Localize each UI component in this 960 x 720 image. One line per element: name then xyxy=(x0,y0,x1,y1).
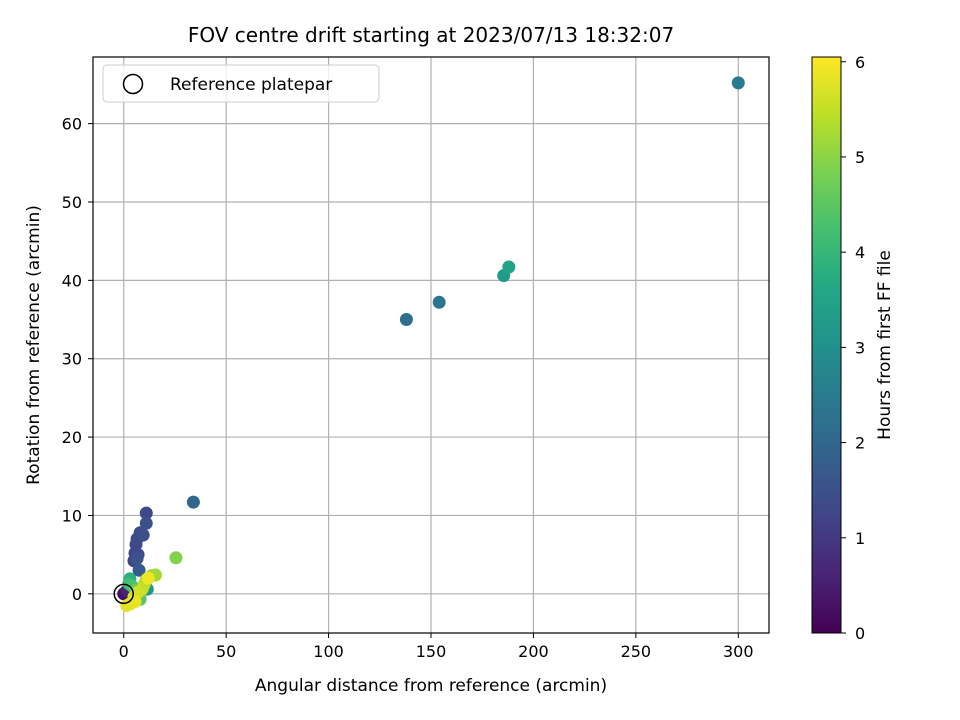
colorbar-tick-label: 1 xyxy=(855,529,865,548)
scatter-point xyxy=(128,595,142,609)
scatter-point xyxy=(186,495,200,509)
y-tick-label: 0 xyxy=(72,585,82,604)
colorbar-tick-label: 5 xyxy=(855,148,865,167)
x-tick-label: 250 xyxy=(621,642,652,661)
x-axis-label: Angular distance from reference (arcmin) xyxy=(255,676,607,696)
colorbar-tick-label: 0 xyxy=(855,624,865,643)
y-tick-label: 40 xyxy=(62,271,82,290)
colorbar-tick-label: 3 xyxy=(855,338,865,357)
scatter-point xyxy=(432,295,446,309)
colorbar-tick-label: 2 xyxy=(855,434,865,453)
colorbar-label: Hours from first FF file xyxy=(875,250,895,440)
x-tick-label: 150 xyxy=(416,642,447,661)
colorbar-ticks: 0 1 2 3 4 5 6 xyxy=(841,53,865,643)
x-tick-label: 300 xyxy=(723,642,754,661)
grid-lines xyxy=(93,57,769,633)
colorbar: 0 1 2 3 4 5 6 Hours from first FF file xyxy=(811,53,895,643)
y-tick-label: 60 xyxy=(62,115,82,134)
y-tick-label: 10 xyxy=(62,506,82,525)
x-tick-label: 100 xyxy=(313,642,344,661)
x-axis-ticks: 0 50 100 150 200 250 300 xyxy=(119,633,754,661)
legend-box xyxy=(102,64,380,103)
x-tick-label: 50 xyxy=(216,642,236,661)
scatter-point xyxy=(136,528,150,542)
y-axis-ticks: 0 10 20 30 40 50 60 xyxy=(62,115,93,604)
y-tick-label: 30 xyxy=(62,350,82,369)
y-tick-label: 50 xyxy=(62,193,82,212)
scatter-point xyxy=(399,313,413,327)
plot-frame xyxy=(92,56,770,634)
scatter-point xyxy=(731,76,745,90)
scatter-points xyxy=(113,76,745,613)
colorbar-tick-label: 4 xyxy=(855,243,865,262)
x-tick-label: 0 xyxy=(119,642,129,661)
scatter-point xyxy=(141,571,155,585)
scatter-point xyxy=(139,506,153,520)
scatter-point xyxy=(139,516,153,530)
y-axis-label: Rotation from reference (arcmin) xyxy=(24,205,44,485)
scatter-point xyxy=(132,563,146,577)
colorbar-tick-label: 6 xyxy=(855,53,865,72)
y-tick-label: 20 xyxy=(62,428,82,447)
scatter-point xyxy=(130,552,144,566)
legend: Reference platepar xyxy=(102,64,380,103)
scatter-point xyxy=(502,260,516,274)
legend-reference-marker xyxy=(122,73,144,95)
colorbar-gradient xyxy=(811,56,842,634)
scatter-point xyxy=(169,551,183,565)
reference-platepar-marker xyxy=(113,583,134,605)
chart-title: FOV centre drift starting at 2023/07/13 … xyxy=(188,23,674,47)
legend-entry-reference: Reference platepar xyxy=(170,75,332,95)
x-tick-label: 200 xyxy=(518,642,549,661)
